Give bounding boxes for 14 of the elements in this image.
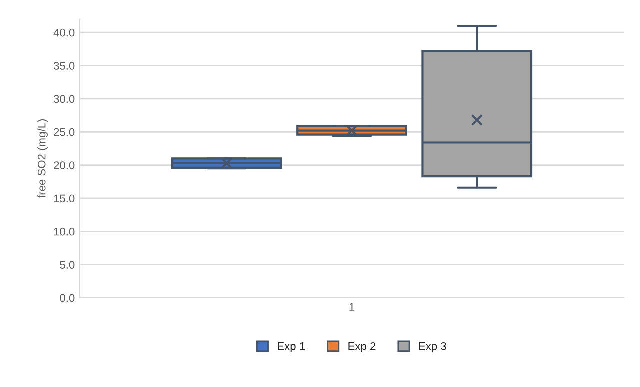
y-tick-label: 20.0 bbox=[54, 162, 75, 170]
legend-label: Exp 3 bbox=[419, 342, 446, 353]
y-tick-label: 5.0 bbox=[60, 261, 75, 269]
y-tick-label: 40.0 bbox=[54, 28, 75, 37]
y-tick-label: 15.0 bbox=[54, 194, 75, 203]
y-tick-label: 30.0 bbox=[54, 95, 75, 104]
y-axis-title: free SO2 (mg/L) bbox=[38, 120, 48, 198]
y-tick-label: 10.0 bbox=[54, 228, 75, 236]
y-tick-label: 25.0 bbox=[54, 128, 75, 136]
y-tick-label: 35.0 bbox=[54, 62, 75, 70]
x-tick-label: 1 bbox=[350, 303, 355, 311]
legend-label: Exp 1 bbox=[278, 342, 306, 353]
legend-label: Exp 2 bbox=[348, 342, 376, 353]
y-tick-label: 0.0 bbox=[60, 294, 75, 302]
